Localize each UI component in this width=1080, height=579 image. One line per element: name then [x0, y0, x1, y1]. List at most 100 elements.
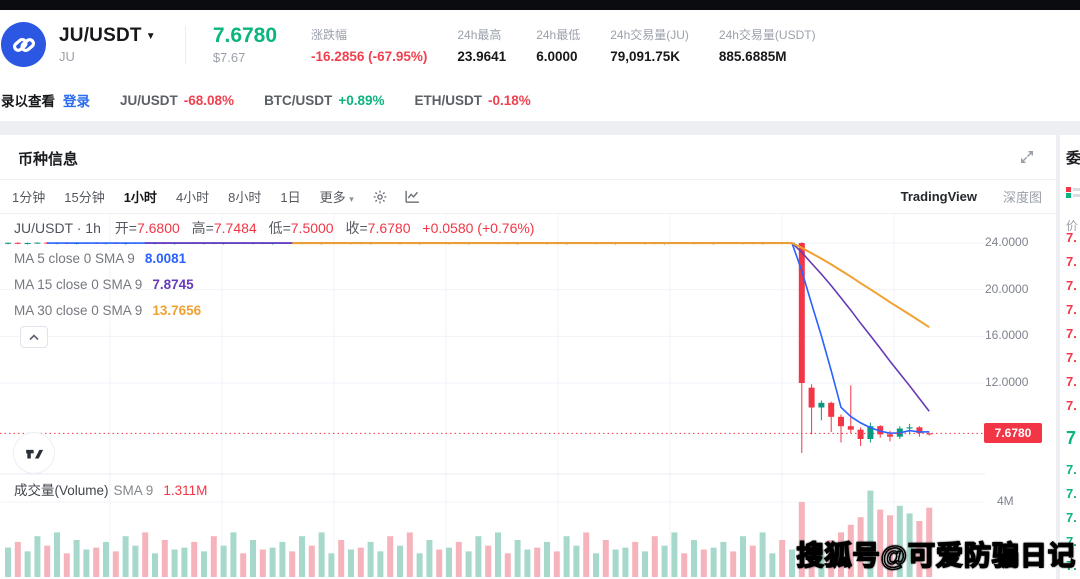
ma-legend-row: MA 30 close 0 SMA 9 13.7656: [14, 298, 201, 324]
panel-header: 币种信息: [0, 135, 1056, 180]
ticker-change: -68.08%: [183, 92, 235, 108]
timeframe-1小时[interactable]: 1小时: [123, 190, 157, 205]
tradingview-logo-icon[interactable]: [13, 432, 55, 474]
ohlc-legend: JU/USDT · 1h 开=7.6800 高=7.7484 低=7.5000 …: [14, 220, 535, 236]
low-value: 7.5000: [290, 220, 334, 236]
orderbook-ask-row[interactable]: 7.: [1066, 254, 1077, 269]
ticker-change: +0.89%: [338, 92, 385, 108]
chart-toolbar: 1分钟 15分钟 1小时 4小时 8小时 1日 更多 ▾ TradingView 深度图: [0, 180, 1056, 214]
symbol-interval: JU/USDT · 1h: [14, 220, 101, 236]
last-price-block: 7.6780 $7.67: [213, 24, 277, 65]
ma-value: 13.7656: [152, 303, 202, 318]
pair-name: JU/USDT: [59, 25, 142, 46]
stat-label: 24h交易量(JU): [610, 27, 689, 42]
ma-legend-row: MA 15 close 0 SMA 9 7.8745: [14, 272, 201, 298]
orderbook-ask-row[interactable]: 7.: [1066, 326, 1077, 341]
orderbook-ask-row[interactable]: 7.: [1066, 350, 1077, 365]
volume-legend: 成交量(Volume) SMA 9 1.311M: [14, 483, 208, 498]
stat-item: 涨跌幅 -16.2856 (-67.95%): [311, 26, 427, 64]
ma-value: 7.8745: [152, 277, 194, 292]
pair-sub-name: JU: [59, 49, 75, 64]
tab-depth-chart[interactable]: 深度图: [1002, 190, 1042, 205]
ma-label: MA 5 close 0 SMA 9: [14, 251, 135, 266]
last-price-usd: $7.67: [212, 50, 246, 65]
stat-value: 6.0000: [536, 48, 578, 64]
ma-legend: MA 5 close 0 SMA 9 8.0081 MA 15 close 0 SM…: [14, 246, 201, 324]
orderbook-layout-icon[interactable]: [1066, 187, 1080, 199]
orderbook-bid-row[interactable]: 7.: [1066, 462, 1077, 477]
pair-selector[interactable]: JU/USDT ▼ JU: [59, 25, 156, 64]
expand-icon[interactable]: [1018, 148, 1036, 166]
open-value: 7.6800: [136, 220, 180, 236]
orderbook-ask-row[interactable]: 7.: [1066, 278, 1077, 293]
orderbook-title: 委: [1066, 150, 1080, 167]
settings-gear-icon[interactable]: [372, 189, 388, 205]
price-axis-tick: 24.0000: [985, 235, 1029, 249]
ma-label: MA 15 close 0 SMA 9: [14, 277, 143, 292]
orderbook-bid-row[interactable]: 7.: [1066, 534, 1077, 549]
high-value: 7.7484: [213, 220, 257, 236]
chevron-down-icon: ▾: [349, 194, 354, 204]
ticker-pair: JU/USDT: [120, 92, 178, 108]
header-divider: [184, 25, 186, 64]
indicator-chart-icon[interactable]: [404, 188, 421, 205]
candlestick-chart[interactable]: [0, 214, 985, 577]
orderbook-panel: 委 价 7. 7. 7. 7. 7. 7. 7. 7. 7. 7. 7. 7. 7. 7: [1060, 135, 1080, 579]
ticker-change: -0.18%: [487, 92, 531, 108]
stat-item: 24h交易量(JU) 79,091.75K: [610, 26, 689, 64]
pair-header: JU/USDT ▼ JU 7.6780 $7.67 涨跌幅 -16.2856 (-6…: [0, 10, 1080, 79]
timeframe-1日[interactable]: 1日: [280, 190, 301, 205]
timeframe-1分钟[interactable]: 1分钟: [12, 190, 46, 205]
stat-label: 涨跌幅: [311, 27, 348, 42]
chart-area[interactable]: JU/USDT · 1h 开=7.6800 高=7.7484 低=7.5000 …: [0, 214, 1056, 577]
volume-axis-tick: 4M: [997, 494, 1014, 508]
ticker-item[interactable]: ETH/USDT -0.18%: [414, 93, 530, 108]
stat-label: 24h交易量(USDT): [718, 27, 816, 42]
ma-value: 8.0081: [144, 251, 187, 266]
watermark-text: 搜狐号@可爱防骗日记: [796, 540, 1076, 572]
close-value: 7.6780: [367, 220, 411, 236]
change-value: +0.0580 (+0.76%): [422, 220, 535, 236]
ticker-item[interactable]: JU/USDT -68.08%: [120, 93, 234, 108]
volume-sma-value: 1.311M: [163, 483, 208, 498]
ticker-list: JU/USDT -68.08% BTC/USDT +0.89% ETH/USDT -0.1…: [90, 93, 531, 108]
stat-value: 23.9641: [457, 48, 507, 64]
window-top-strip: [0, 0, 1080, 10]
stat-value: 79,091.75K: [610, 48, 681, 64]
ma-legend-row: MA 5 close 0 SMA 9 8.0081: [14, 246, 201, 272]
stat-item: 24h最高 23.9641: [457, 26, 506, 64]
orderbook-last-price: 7: [1066, 428, 1077, 448]
collapse-legend-button[interactable]: [20, 326, 48, 348]
orderbook-ask-row[interactable]: 7.: [1066, 302, 1077, 317]
stat-label: 24h最低: [536, 27, 581, 42]
timeframe-15分钟[interactable]: 15分钟: [64, 190, 105, 205]
ticker-pair: BTC/USDT: [264, 92, 333, 108]
chart-view-tabs: TradingView 深度图: [901, 187, 1042, 206]
login-prompt-text: 录以查看: [1, 94, 55, 109]
timeframe-list: 1分钟 15分钟 1小时 4小时 8小时 1日: [12, 187, 320, 206]
price-axis-tick: 20.0000: [985, 282, 1029, 296]
orderbook-ask-row[interactable]: 7.: [1066, 230, 1077, 245]
ticker-bar: 录以查看 登录 JU/USDT -68.08% BTC/USDT +0.89% ETH/…: [0, 79, 1080, 121]
orderbook-bid-row[interactable]: 7.: [1066, 486, 1077, 501]
last-price: 7.6780: [212, 24, 278, 47]
orderbook-price-column-header: 价: [1066, 219, 1079, 233]
stat-label: 24h最高: [457, 27, 502, 42]
orderbook-ask-row[interactable]: 7.: [1066, 374, 1077, 389]
header-stats: 涨跌幅 -16.2856 (-67.95%) 24h最高 23.9641 24h最低 6.…: [311, 26, 816, 64]
timeframe-more-button[interactable]: 更多 ▾: [319, 190, 354, 205]
orderbook-ask-row[interactable]: 7.: [1066, 398, 1077, 413]
ticker-item[interactable]: BTC/USDT +0.89%: [264, 93, 384, 108]
timeframe-4小时[interactable]: 4小时: [175, 190, 210, 205]
chevron-down-icon: ▼: [145, 31, 156, 42]
orderbook-bid-row[interactable]: 7.: [1066, 510, 1077, 525]
panel-title: 币种信息: [18, 151, 79, 168]
last-price-tag: 7.6780: [984, 423, 1042, 443]
coin-info-panel: 币种信息 1分钟 15分钟 1小时 4小时 8小时 1日 更多 ▾ TradingView…: [0, 135, 1056, 579]
login-link[interactable]: 登录: [63, 94, 90, 109]
timeframe-8小时[interactable]: 8小时: [228, 190, 262, 205]
orderbook-bid-row[interactable]: 7.: [1066, 558, 1077, 573]
price-axis-tick: 12.0000: [985, 375, 1029, 389]
ma-label: MA 30 close 0 SMA 9: [14, 303, 143, 318]
tab-tradingview[interactable]: TradingView: [900, 189, 977, 204]
